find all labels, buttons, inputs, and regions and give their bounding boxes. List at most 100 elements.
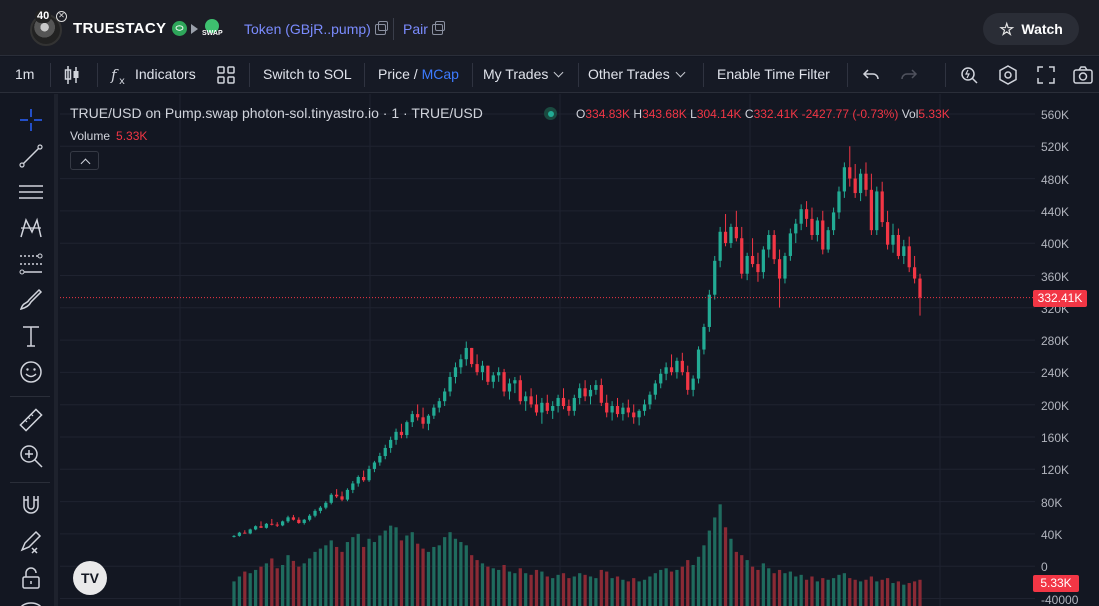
volume-bar (594, 578, 598, 606)
fib-icon[interactable] (17, 250, 45, 278)
candle (875, 186, 879, 235)
volume-bar (237, 576, 242, 606)
volume-bar (642, 579, 647, 606)
horizontal-lines-icon[interactable] (17, 178, 45, 206)
volume-bar (443, 537, 447, 606)
swap-icon: SWAP (202, 19, 223, 39)
candle (826, 226, 830, 253)
watch-button[interactable]: ☆ Watch (983, 13, 1079, 45)
camera-icon[interactable] (1071, 63, 1095, 87)
drawing-mode-icon[interactable] (17, 528, 45, 556)
tradingview-logo[interactable]: TV (73, 561, 107, 595)
candle (378, 452, 382, 466)
candle (918, 273, 922, 316)
indicators-button[interactable]: Indicators (135, 66, 196, 82)
candle (578, 383, 582, 405)
ohlc-values: O334.83K H343.68K L304.14K C332.41K -242… (576, 107, 950, 121)
magnet-icon[interactable] (17, 492, 45, 520)
volume-bar (691, 565, 695, 606)
fullscreen-icon[interactable] (1034, 63, 1058, 87)
enable-time-filter-button[interactable]: Enable Time Filter (717, 66, 830, 82)
price-axis[interactable]: 560K 520K 480K 440K 400K 360K 320K 280K 240K 200K… (1035, 94, 1099, 606)
emoji-icon[interactable] (17, 358, 45, 386)
volume-bar (740, 555, 744, 606)
candle (540, 397, 544, 424)
volume-bar (615, 576, 620, 606)
brush-icon[interactable] (17, 286, 45, 314)
volume-bar (675, 569, 679, 606)
divider (847, 63, 848, 87)
price-mcap-toggle[interactable]: Price / MCap (378, 66, 459, 82)
candle (286, 515, 290, 523)
price-label: Price (378, 66, 410, 82)
other-trades-dropdown[interactable]: Other Trades (588, 66, 686, 82)
symbol-legend[interactable]: TRUE/USD on Pump.swap photon-sol.tinyast… (70, 105, 483, 121)
text-icon[interactable] (17, 322, 45, 350)
candle (464, 341, 468, 366)
layout-grid-icon[interactable] (214, 63, 238, 87)
token-address-link[interactable]: Token (GBjR..pump) (244, 21, 388, 37)
token-name: TRUESTACY (73, 20, 167, 37)
volume-bar (767, 568, 771, 606)
price-tick-label: 520K (1041, 140, 1070, 155)
candlestick-chart[interactable] (60, 94, 1035, 606)
candle (313, 509, 317, 518)
candles-icon[interactable] (60, 63, 84, 87)
ruler-icon[interactable] (17, 406, 45, 434)
volume-bar (864, 579, 868, 606)
volume-legend[interactable]: Volume 5.33K (70, 129, 147, 143)
candle (831, 207, 836, 235)
divider (393, 18, 394, 40)
volume-bar (453, 538, 458, 606)
price-tick-label: -40000 (1041, 592, 1079, 606)
divider (578, 63, 579, 87)
volume-bar (826, 579, 830, 606)
interval-button[interactable]: 1m (15, 66, 35, 82)
volume-bar (335, 546, 339, 606)
volume-bar (804, 579, 809, 606)
drawing-toolbar (0, 94, 58, 606)
undo-icon[interactable] (859, 63, 883, 87)
price-tick-label: 400K (1041, 237, 1070, 252)
volume-bar (772, 573, 776, 606)
zoom-in-icon[interactable] (17, 442, 45, 470)
volume-bar (259, 566, 263, 606)
candle (443, 388, 447, 407)
volume-bar (399, 540, 404, 606)
lock-icon[interactable] (17, 564, 45, 592)
collapse-legend-button[interactable] (70, 151, 99, 170)
volume-bar (756, 569, 760, 606)
candle (642, 399, 647, 416)
eye-icon[interactable] (17, 596, 45, 606)
candle (696, 346, 701, 384)
crosshair-icon[interactable] (17, 106, 45, 134)
quick-search-icon[interactable] (957, 63, 981, 87)
volume-bar (394, 527, 398, 606)
pattern-icon[interactable] (17, 214, 45, 242)
switch-to-sol-button[interactable]: Switch to SOL (263, 66, 352, 82)
trend-line-icon[interactable] (17, 142, 45, 170)
volume-legend-value: 5.33K (116, 129, 148, 143)
candle (632, 404, 636, 424)
top-header: 40 ✕ TRUESTACY ⬭ SWAP Token (GBjR..pump)… (0, 0, 1099, 56)
volume-bar (529, 574, 533, 606)
candle (545, 394, 549, 415)
fx-icon[interactable]: f x (108, 63, 132, 87)
volume-bar (362, 546, 366, 606)
candle (680, 352, 684, 376)
my-trades-dropdown[interactable]: My Trades (483, 66, 564, 82)
candle (610, 401, 614, 421)
redo-icon[interactable] (897, 63, 921, 87)
chart-pane[interactable] (60, 94, 1035, 606)
candle (399, 423, 404, 439)
candle (794, 218, 798, 244)
settings-icon[interactable] (996, 63, 1020, 87)
candle (324, 501, 328, 510)
volume-bar (669, 571, 674, 606)
volume-bar (464, 545, 468, 606)
copy-icon[interactable] (374, 21, 388, 35)
pair-link[interactable]: Pair (403, 21, 445, 37)
candle (329, 493, 333, 505)
copy-icon[interactable] (431, 21, 445, 35)
volume-bar (729, 538, 733, 606)
